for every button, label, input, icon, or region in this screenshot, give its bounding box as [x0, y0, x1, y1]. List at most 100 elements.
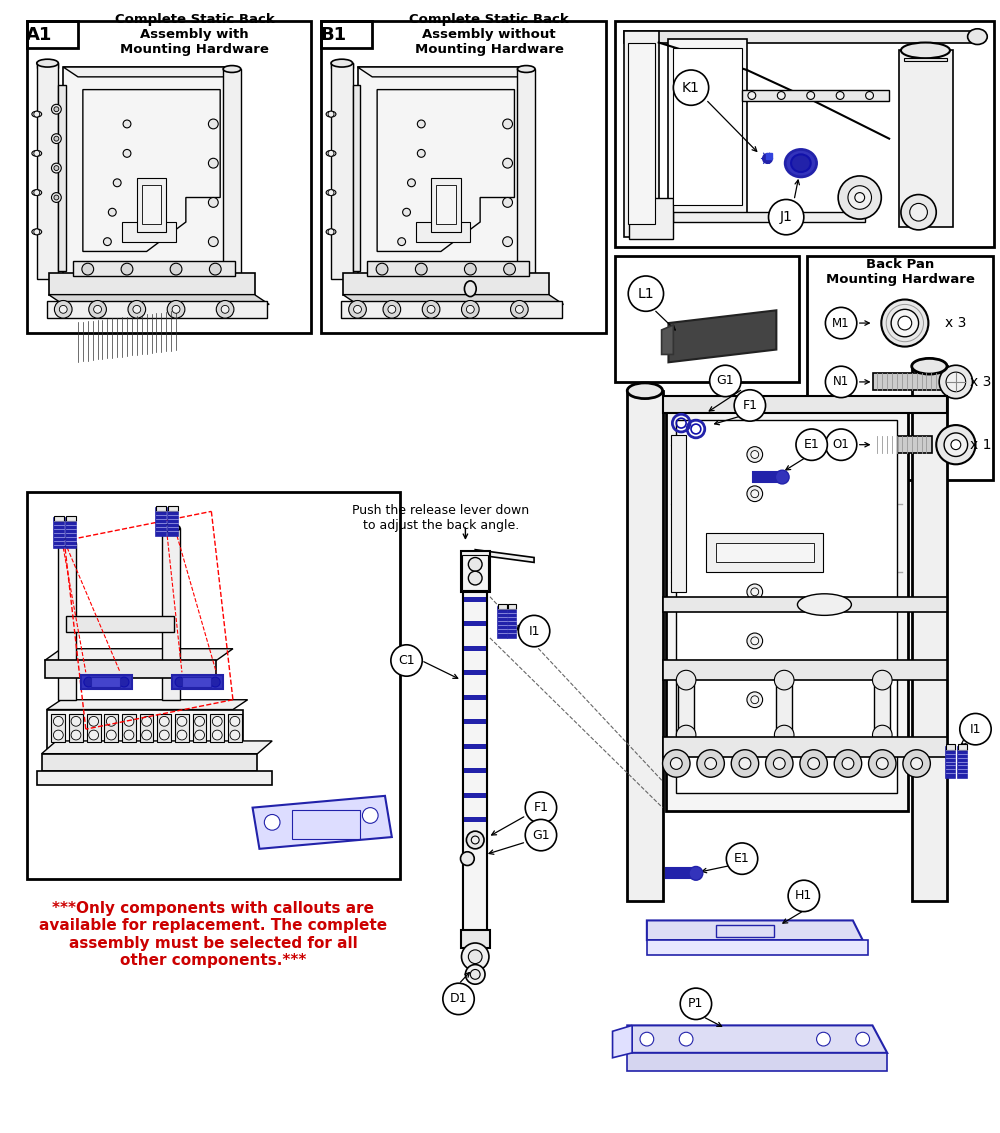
Text: E1: E1	[734, 852, 750, 866]
Bar	[464, 695, 486, 700]
Text: Complete Static Back
Assembly without
Mounting Hardware: Complete Static Back Assembly without Mo…	[409, 14, 569, 57]
Circle shape	[515, 306, 523, 313]
Circle shape	[177, 716, 187, 726]
Circle shape	[788, 880, 820, 912]
Circle shape	[221, 306, 229, 313]
Polygon shape	[475, 550, 534, 562]
Circle shape	[53, 730, 63, 740]
Ellipse shape	[968, 28, 987, 44]
Circle shape	[872, 725, 892, 744]
Ellipse shape	[331, 59, 353, 67]
Circle shape	[84, 678, 94, 687]
Circle shape	[751, 588, 759, 596]
Circle shape	[946, 372, 966, 392]
Ellipse shape	[32, 189, 42, 196]
Bar	[431, 178, 461, 232]
Bar	[498, 606, 507, 638]
Bar	[464, 793, 486, 798]
Bar	[666, 403, 908, 810]
Bar	[873, 373, 942, 390]
Polygon shape	[42, 741, 272, 753]
Circle shape	[34, 151, 40, 156]
Circle shape	[208, 197, 218, 207]
Ellipse shape	[901, 43, 950, 58]
Circle shape	[54, 165, 59, 171]
Circle shape	[212, 716, 222, 726]
Bar	[716, 543, 814, 562]
Ellipse shape	[326, 229, 336, 235]
Bar	[663, 736, 947, 757]
Bar	[706, 533, 823, 572]
Bar	[367, 262, 529, 276]
Bar	[673, 49, 742, 205]
Text: I1: I1	[970, 723, 981, 735]
Bar	[66, 616, 174, 632]
Circle shape	[210, 678, 220, 687]
Bar	[873, 436, 932, 452]
Bar	[27, 20, 311, 333]
Bar	[162, 528, 180, 700]
Circle shape	[142, 716, 152, 726]
Ellipse shape	[32, 151, 42, 156]
Bar	[37, 63, 58, 68]
Polygon shape	[63, 67, 240, 77]
Ellipse shape	[797, 594, 851, 615]
Circle shape	[417, 120, 425, 128]
Bar	[615, 20, 994, 247]
Circle shape	[54, 107, 59, 112]
Bar	[742, 90, 889, 101]
Ellipse shape	[912, 358, 947, 374]
Circle shape	[159, 716, 169, 726]
Circle shape	[51, 104, 61, 114]
Circle shape	[471, 836, 479, 844]
Circle shape	[640, 1032, 654, 1046]
Polygon shape	[47, 700, 248, 709]
Bar	[464, 744, 486, 749]
Bar	[615, 256, 799, 382]
Circle shape	[172, 306, 180, 313]
Circle shape	[739, 758, 751, 769]
Bar	[912, 366, 947, 901]
Circle shape	[673, 70, 709, 105]
Bar	[946, 744, 955, 750]
Text: H1: H1	[795, 889, 812, 902]
Circle shape	[53, 716, 63, 726]
Polygon shape	[647, 920, 863, 940]
Circle shape	[773, 758, 785, 769]
Circle shape	[872, 671, 892, 690]
Circle shape	[51, 193, 61, 203]
Circle shape	[751, 539, 759, 547]
Circle shape	[71, 730, 81, 740]
Circle shape	[936, 425, 975, 465]
Circle shape	[461, 852, 474, 866]
Polygon shape	[225, 67, 240, 315]
Bar	[156, 509, 166, 536]
Bar	[807, 256, 993, 480]
Bar	[58, 543, 76, 700]
Ellipse shape	[791, 154, 811, 172]
Circle shape	[800, 750, 827, 777]
Bar	[624, 31, 659, 237]
Text: K1: K1	[682, 80, 700, 95]
Circle shape	[103, 238, 111, 246]
Circle shape	[808, 758, 820, 769]
Bar	[899, 50, 953, 227]
Circle shape	[751, 696, 759, 704]
Circle shape	[751, 451, 759, 459]
Circle shape	[680, 988, 712, 1020]
Circle shape	[766, 750, 793, 777]
Circle shape	[848, 186, 872, 210]
Bar	[753, 472, 780, 482]
Circle shape	[836, 92, 844, 100]
Circle shape	[124, 716, 134, 726]
Circle shape	[230, 716, 240, 726]
Circle shape	[747, 486, 763, 502]
Circle shape	[230, 730, 240, 740]
Circle shape	[362, 808, 378, 824]
Bar	[461, 551, 490, 591]
Ellipse shape	[58, 539, 76, 547]
Bar	[47, 300, 267, 318]
Circle shape	[427, 306, 435, 313]
Circle shape	[354, 306, 361, 313]
Circle shape	[106, 716, 116, 726]
